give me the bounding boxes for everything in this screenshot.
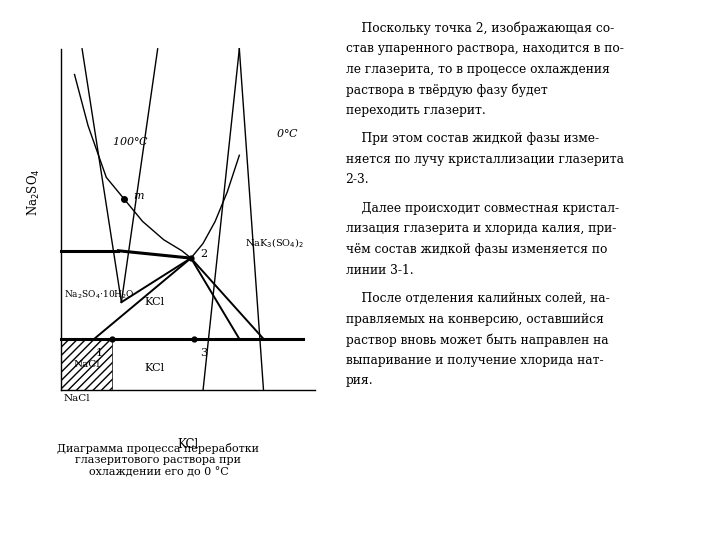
Text: линии 3-1.: линии 3-1. <box>346 264 413 276</box>
Text: 2: 2 <box>200 249 207 259</box>
Text: 2-3.: 2-3. <box>346 173 369 186</box>
Text: выпаривание и получение хлорида нат-: выпаривание и получение хлорида нат- <box>346 354 603 367</box>
Text: KCl: KCl <box>145 297 165 307</box>
Text: 1: 1 <box>96 348 103 358</box>
Text: ле глазерита, то в процессе охлаждения: ле глазерита, то в процессе охлаждения <box>346 63 609 76</box>
Text: Поскольку точка 2, изображающая со-: Поскольку точка 2, изображающая со- <box>346 22 614 35</box>
Text: раствор вновь может быть направлен на: раствор вновь может быть направлен на <box>346 333 608 347</box>
Text: Na$_2$SO$_4$·10H$_2$O: Na$_2$SO$_4$·10H$_2$O <box>64 288 135 301</box>
Text: KCl: KCl <box>145 363 165 373</box>
Text: 100$\degree$C: 100$\degree$C <box>112 134 149 147</box>
Text: чём состав жидкой фазы изменяется по: чём состав жидкой фазы изменяется по <box>346 243 607 256</box>
Text: няется по лучу кристаллизации глазерита: няется по лучу кристаллизации глазерита <box>346 153 624 166</box>
Text: рия.: рия. <box>346 374 373 387</box>
Text: Далее происходит совместная кристал-: Далее происходит совместная кристал- <box>346 202 618 215</box>
Text: KCl: KCl <box>177 438 199 451</box>
Text: 3: 3 <box>200 348 207 358</box>
Text: 0$\degree$C: 0$\degree$C <box>276 127 299 139</box>
Text: NaK$_3$(SO$_4$)$_2$: NaK$_3$(SO$_4$)$_2$ <box>246 237 305 250</box>
Text: Диаграмма процесса переработки
глазеритового раствора при
охлаждении его до 0 °С: Диаграмма процесса переработки глазерито… <box>58 443 259 477</box>
Text: NaCl: NaCl <box>64 394 91 403</box>
Text: После отделения калийных солей, на-: После отделения калийных солей, на- <box>346 292 609 305</box>
Text: Na$_2$SO$_4$: Na$_2$SO$_4$ <box>26 168 42 216</box>
Text: став упаренного раствора, находится в по-: став упаренного раствора, находится в по… <box>346 42 624 55</box>
Text: лизация глазерита и хлорида калия, при-: лизация глазерита и хлорида калия, при- <box>346 222 616 235</box>
Text: При этом состав жидкой фазы изме-: При этом состав жидкой фазы изме- <box>346 132 599 145</box>
Text: правляемых на конверсию, оставшийся: правляемых на конверсию, оставшийся <box>346 313 603 326</box>
Text: раствора в твёрдую фазу будет: раствора в твёрдую фазу будет <box>346 83 547 97</box>
Text: переходить глазерит.: переходить глазерит. <box>346 104 485 117</box>
Text: NaCl: NaCl <box>73 360 100 369</box>
Text: m: m <box>133 191 144 201</box>
